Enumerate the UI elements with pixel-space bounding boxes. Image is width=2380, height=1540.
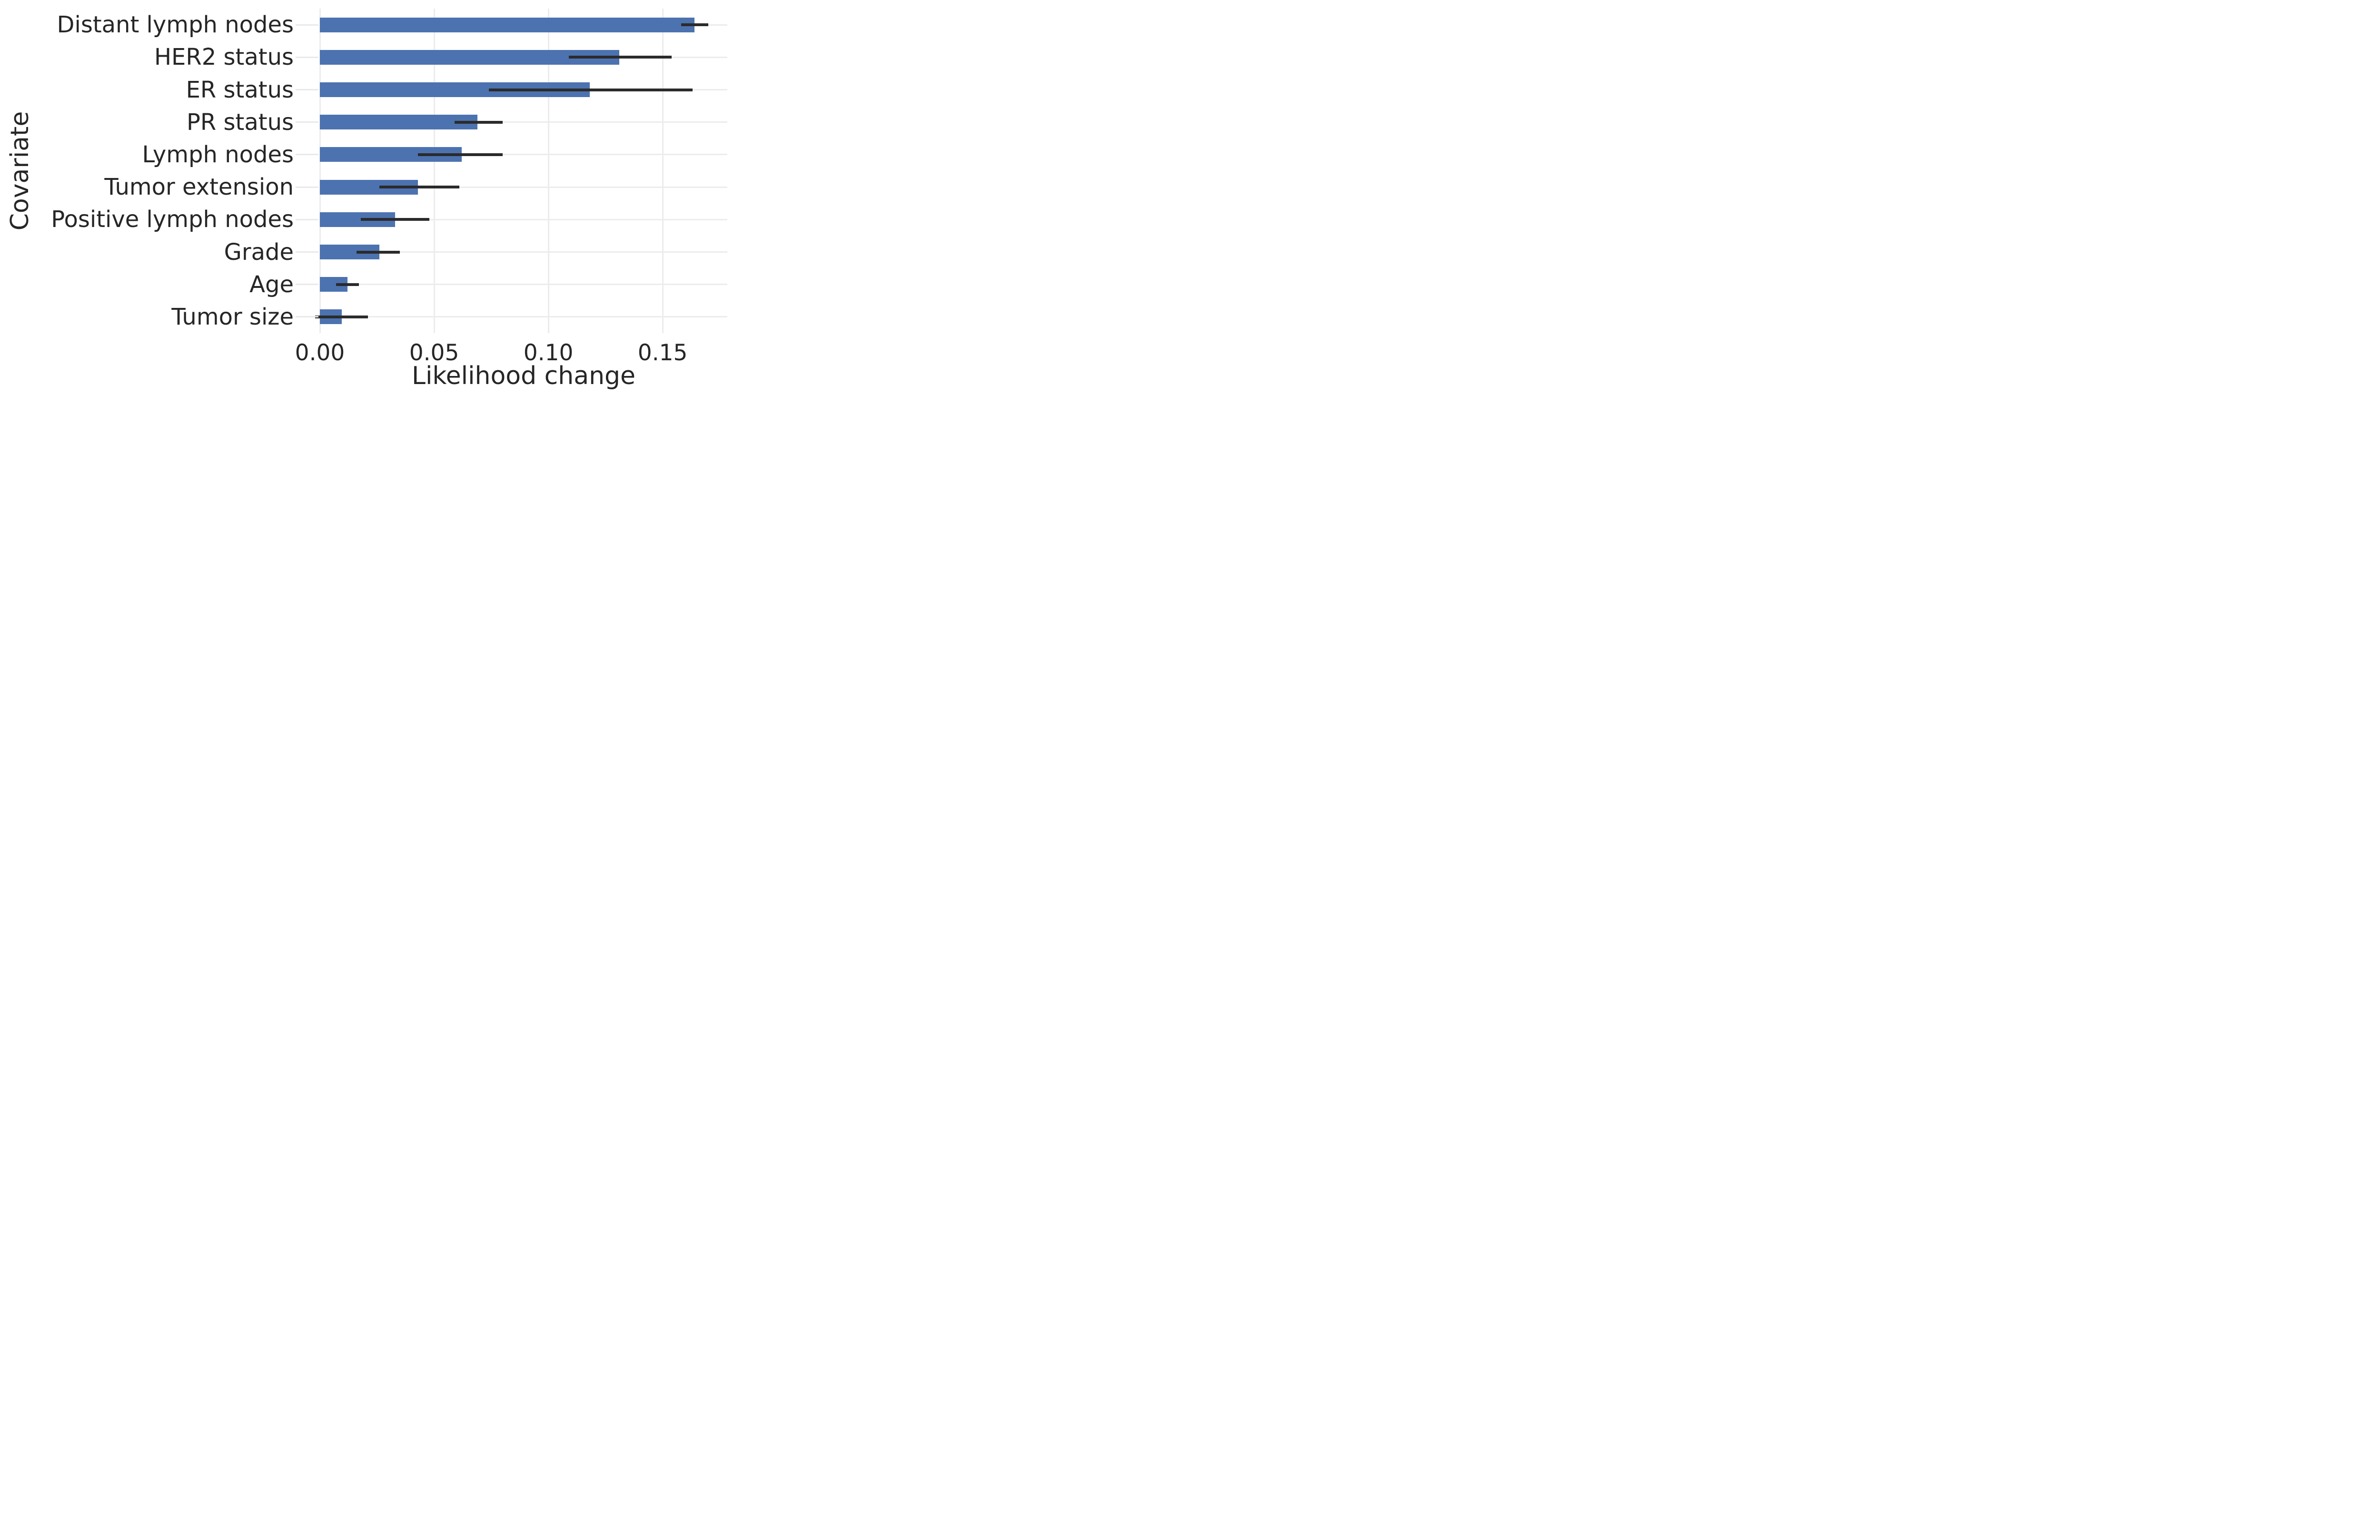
y-gridline — [320, 316, 727, 318]
error-bar — [361, 218, 430, 221]
category-label: Distant lymph nodes — [57, 11, 294, 39]
x-tick-label: 0.15 — [637, 340, 688, 366]
x-tick-label: 0.05 — [409, 340, 459, 366]
y-gridline — [320, 186, 727, 188]
y-tick-mark — [296, 251, 318, 253]
x-gridline — [547, 9, 549, 333]
error-bar — [455, 120, 503, 124]
error-bar — [569, 56, 672, 59]
bar — [320, 17, 695, 32]
category-label: Tumor size — [171, 303, 294, 330]
y-gridline — [320, 251, 727, 253]
y-tick-mark — [296, 56, 318, 58]
x-gridline — [662, 9, 664, 333]
y-tick-mark — [296, 186, 318, 188]
error-bar — [489, 88, 693, 91]
category-label: Positive lymph nodes — [51, 206, 294, 233]
bar-chart-figure: Covariate Distant lymph nodes HER2 status… — [0, 0, 734, 401]
category-label: Grade — [224, 238, 294, 266]
y-tick-mark — [296, 24, 318, 26]
x-tick-label: 0.10 — [523, 340, 574, 366]
error-bar — [379, 186, 459, 189]
error-bar — [315, 315, 368, 318]
y-gridline — [320, 154, 727, 156]
y-tick-mark — [296, 284, 318, 286]
category-label: Age — [249, 271, 294, 298]
x-tick-label: 0.00 — [295, 340, 345, 366]
y-tick-mark — [296, 121, 318, 123]
x-axis-title: Likelihood change — [411, 362, 636, 390]
x-gridline — [319, 9, 321, 333]
error-bar — [418, 153, 503, 156]
error-bar — [336, 283, 359, 286]
category-label: PR status — [186, 109, 294, 136]
error-bar — [681, 23, 709, 27]
error-bar — [356, 250, 400, 254]
category-label: ER status — [186, 76, 294, 103]
category-label: Lymph nodes — [142, 141, 294, 168]
y-tick-mark — [296, 89, 318, 90]
y-gridline — [320, 218, 727, 220]
y-tick-mark — [296, 316, 318, 318]
category-label: Tumor extension — [104, 174, 294, 201]
y-tick-mark — [296, 154, 318, 156]
x-gridline — [433, 9, 435, 333]
bar — [320, 115, 478, 130]
y-gridline — [320, 121, 727, 123]
y-gridline — [320, 284, 727, 286]
plot-area — [315, 9, 727, 333]
y-tick-mark — [296, 218, 318, 220]
category-label: HER2 status — [154, 44, 294, 71]
